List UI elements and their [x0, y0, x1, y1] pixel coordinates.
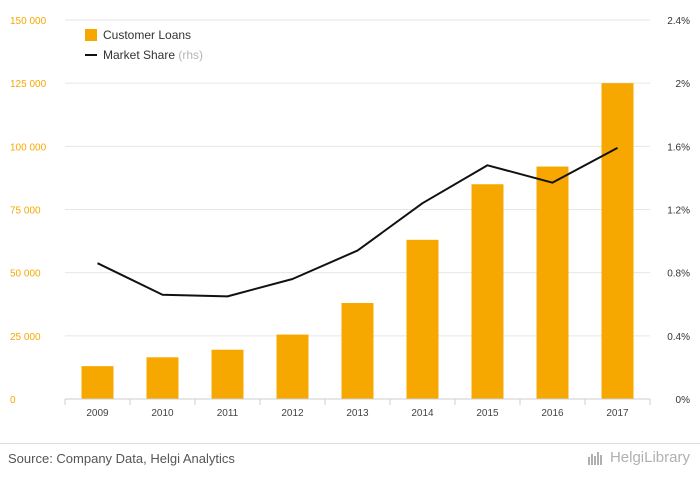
legend: Customer Loans Market Share (rhs) [85, 28, 203, 62]
legend-line-label: Market Share (rhs) [103, 48, 203, 62]
legend-line-suffix: (rhs) [178, 48, 203, 62]
y-left-tick-label: 75 000 [10, 206, 41, 217]
y-right-tick-label: 2.4% [667, 16, 690, 27]
x-tick-label: 2012 [281, 408, 304, 419]
bar [276, 334, 309, 399]
bar-series [81, 83, 634, 400]
y-right-tick-label: 1.6% [667, 142, 690, 153]
bar [536, 166, 569, 399]
brand-name: HelgiLibrary [609, 449, 690, 466]
y-right-tick-label: 0% [676, 395, 691, 406]
x-tick-label: 2014 [411, 408, 434, 419]
y-right-tick-label: 1.2% [667, 206, 690, 217]
chart: 0 25 000 50 000 75 000 100 000 125 000 150 000… [10, 16, 690, 419]
x-tick-label: 2010 [151, 408, 174, 419]
x-tick-label: 2016 [541, 408, 564, 419]
y-left-tick-label: 125 000 [10, 79, 47, 90]
market-share-line [97, 147, 618, 298]
brand-logo[interactable]: HelgiLibrary [587, 449, 690, 466]
line-series [97, 147, 618, 298]
x-tick-label: 2015 [476, 408, 499, 419]
bar [146, 357, 179, 399]
y-right-tick-label: 2% [676, 79, 691, 90]
library-icon [587, 451, 602, 465]
y-right-tick-label: 0.4% [667, 332, 690, 343]
source-note: Source: Company Data, Helgi Analytics [8, 451, 235, 466]
y-left-tick-label: 100 000 [10, 142, 47, 153]
y-left-tick-label: 50 000 [10, 269, 41, 280]
bar [601, 83, 634, 400]
footer-divider [0, 443, 700, 444]
bar [341, 302, 374, 399]
legend-line-name: Market Share [103, 48, 175, 62]
bar [406, 239, 439, 399]
axes: 0 25 000 50 000 75 000 100 000 125 000 150 000… [10, 16, 690, 419]
y-left-tick-label: 25 000 [10, 332, 41, 343]
y-right-tick-label: 0.8% [667, 269, 690, 280]
x-tick-label: 2017 [606, 408, 629, 419]
legend-bar-label: Customer Loans [103, 28, 191, 42]
bar [211, 349, 244, 399]
legend-bar-swatch [85, 29, 97, 41]
bar [471, 184, 504, 399]
y-left-tick-label: 150 000 [10, 16, 47, 27]
y-left-tick-label: 0 [10, 395, 16, 406]
x-tick-label: 2013 [346, 408, 369, 419]
x-tick-label: 2011 [217, 408, 239, 419]
bar [81, 366, 114, 399]
x-tick-label: 2009 [86, 408, 109, 419]
